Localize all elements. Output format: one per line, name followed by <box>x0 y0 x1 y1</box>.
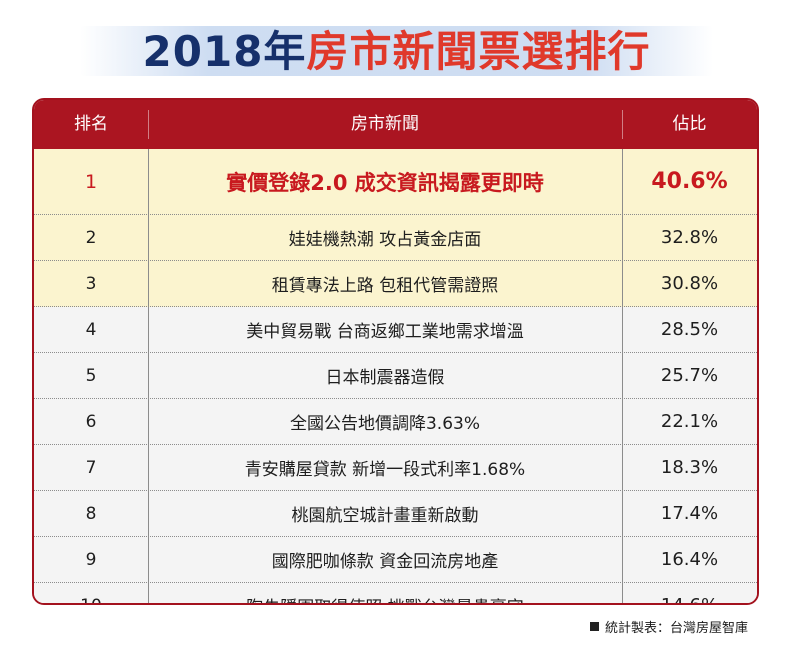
news-cell: 青安購屋貸款 新增一段式利率1.68% <box>244 460 526 480</box>
rank-cell: 9 <box>85 549 97 570</box>
rank-cell: 5 <box>85 365 97 386</box>
source-text: 統計製表：台灣房屋智庫 <box>604 621 748 636</box>
percentage-cell: 25.7% <box>660 365 719 386</box>
table-row: 8 桃園航空城計畫重新啟動 17.4% <box>34 491 757 537</box>
header-news: 房市新聞 <box>351 114 419 134</box>
percentage-cell: 40.6% <box>651 169 728 194</box>
news-cell: 租賃專法上路 包租代管需證照 <box>271 276 499 296</box>
table-row: 9 國際肥咖條款 資金回流房地產 16.4% <box>34 537 757 583</box>
news-cell: 娃娃機熱潮 攻占黃金店面 <box>288 230 482 250</box>
rank-cell: 3 <box>85 273 97 294</box>
news-cell: 陶朱隱園取得使照 挑戰台灣最貴豪宅 <box>148 583 622 603</box>
percentage-cell: 18.3% <box>660 457 719 478</box>
table-row: 6 全國公告地價調降3.63% 22.1% <box>34 399 757 445</box>
rank-cell: 1 <box>84 170 98 193</box>
percentage-cell: 17.4% <box>660 503 719 524</box>
percentage-cell: 32.8% <box>660 227 719 248</box>
news-cell: 日本制震器造假 <box>325 368 445 388</box>
percentage-cell: 22.1% <box>660 411 719 432</box>
header-percentage: 佔比 <box>672 114 707 134</box>
rank-cell: 4 <box>85 319 97 340</box>
page-title: 2018年房市新聞票選排行 <box>143 20 651 84</box>
table-row: 5 日本制震器造假 25.7% <box>34 353 757 399</box>
title-year: 2018年 <box>142 27 307 76</box>
column-divider <box>622 149 623 603</box>
source-note: 統計製表：台灣房屋智庫 <box>589 617 748 636</box>
news-cell: 桃園航空城計畫重新啟動 <box>291 506 479 526</box>
title-banner: 2018年房市新聞票選排行 <box>0 20 793 84</box>
header-divider <box>148 110 149 139</box>
rank-cell: 2 <box>85 227 97 248</box>
news-cell: 美中貿易戰 台商返鄉工業地需求增溫 <box>246 322 524 342</box>
news-cell: 全國公告地價調降3.63% <box>289 414 480 434</box>
percentage-cell: 16.4% <box>660 549 719 570</box>
table-row: 1 實價登錄2.0 成交資訊揭露更即時 40.6% <box>34 149 757 215</box>
header-divider <box>622 110 623 139</box>
rank-cell: 10 <box>34 583 148 604</box>
column-divider <box>148 149 149 603</box>
rank-cell: 6 <box>85 411 97 432</box>
table-header: 排名 房市新聞 佔比 <box>34 100 757 149</box>
table-row: 2 娃娃機熱潮 攻占黃金店面 32.8% <box>34 215 757 261</box>
table-row: 4 美中貿易戰 台商返鄉工業地需求增溫 28.5% <box>34 307 757 353</box>
title-main: 房市新聞票選排行 <box>306 27 651 76</box>
ranking-table: 排名 房市新聞 佔比 1 實價登錄2.0 成交資訊揭露更即時 40.6% 2 娃… <box>32 98 759 605</box>
percentage-cell: 30.8% <box>660 273 719 294</box>
rank-cell: 8 <box>85 503 97 524</box>
percentage-cell: 14.6% <box>622 583 757 603</box>
table-body: 1 實價登錄2.0 成交資訊揭露更即時 40.6% 2 娃娃機熱潮 攻占黃金店面… <box>34 149 757 604</box>
news-cell: 國際肥咖條款 資金回流房地產 <box>271 552 499 572</box>
table-row: 10 陶朱隱園取得使照 挑戰台灣最貴豪宅 14.6% <box>34 583 757 604</box>
rank-cell: 7 <box>85 457 97 478</box>
percentage-cell: 28.5% <box>660 319 719 340</box>
table-row: 3 租賃專法上路 包租代管需證照 30.8% <box>34 261 757 307</box>
table-row: 7 青安購屋貸款 新增一段式利率1.68% 18.3% <box>34 445 757 491</box>
square-bullet-icon <box>589 622 599 631</box>
title-background <box>80 26 713 76</box>
news-cell: 實價登錄2.0 成交資訊揭露更即時 <box>226 170 544 195</box>
header-rank: 排名 <box>74 114 108 134</box>
